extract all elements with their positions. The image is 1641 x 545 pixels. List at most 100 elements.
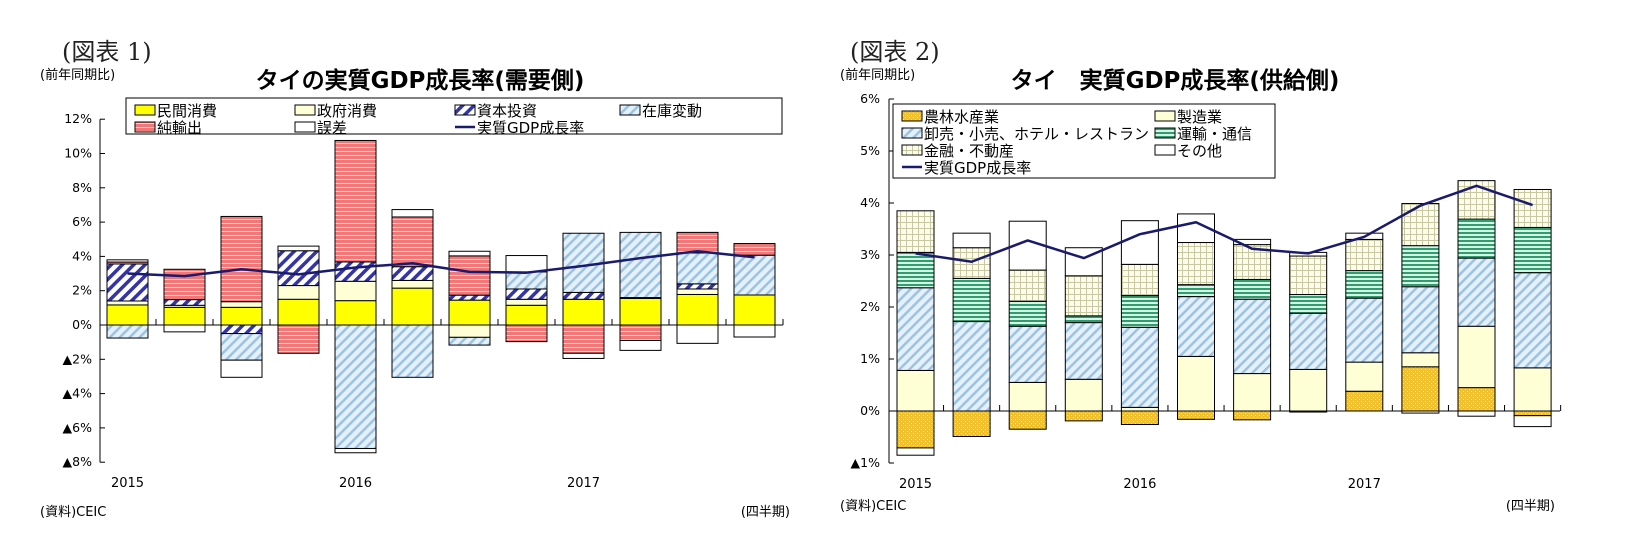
legend-item: 卸売・小売、ホテル・レストラン: [901, 125, 1149, 143]
legend-item: 資本投資: [454, 102, 537, 120]
y-axis-unit-label: (前年同期比): [840, 67, 915, 83]
bar-segment: [391, 287, 434, 326]
legend-swatch: [901, 127, 923, 139]
bar-segment: [505, 255, 548, 273]
bar-segment: [896, 251, 935, 289]
bar-segment: [1177, 284, 1215, 298]
bar-segment: [896, 369, 935, 412]
bar-segment: [334, 300, 377, 326]
bar-group-2017Q2: [619, 231, 662, 351]
legend-swatch: [619, 104, 641, 116]
bar-segment: [220, 215, 263, 303]
bar-group-2017Q1: [1345, 232, 1384, 412]
y-tick-label: 2%: [860, 299, 880, 314]
y-tick-label: 8%: [72, 180, 92, 195]
legend-box: [125, 97, 783, 135]
bar-segment: [952, 321, 991, 412]
y-tick-label: 1%: [860, 351, 880, 366]
x-year-label: 2016: [1123, 477, 1156, 492]
bar-group-2015Q3: [1008, 220, 1047, 430]
bar-segment: [896, 210, 935, 253]
bar-segment: [1345, 270, 1384, 299]
y-tick-label: 6%: [72, 214, 92, 229]
bar-segment: [1177, 355, 1215, 412]
bar-segment: [562, 324, 605, 354]
bar-segment: [1064, 322, 1103, 380]
bar-segment: [952, 277, 991, 323]
bar-segment: [277, 250, 320, 287]
bar-segment: [391, 279, 434, 289]
bar-segment: [952, 247, 991, 279]
x-axis-unit-label: (四半期): [1506, 499, 1555, 514]
bar-segment: [676, 283, 719, 290]
source-note: (資料)CEIC: [40, 505, 106, 520]
legend-item: 誤差: [294, 119, 347, 137]
bar-segment: [676, 231, 719, 254]
legend-item: 政府消費: [294, 102, 377, 120]
y-tick-label: ▲1%: [851, 455, 881, 470]
bar-segment: [1177, 296, 1215, 357]
bar-segment: [220, 359, 263, 378]
bar-segment: [1120, 326, 1159, 408]
y-tick-label: ▲6%: [63, 420, 93, 435]
bar-segment: [277, 245, 320, 252]
bar-segment: [1457, 325, 1496, 389]
legend-item: 純輸出: [134, 119, 202, 137]
bar-segment: [1177, 410, 1215, 420]
y-tick-label: 0%: [72, 317, 92, 332]
bar-segment: [106, 263, 149, 302]
bar-segment: [1345, 361, 1384, 392]
legend-swatch: [294, 121, 316, 133]
bar-segment: [1008, 410, 1047, 430]
bar-segment: [391, 209, 434, 218]
legend-item: 製造業: [1154, 108, 1222, 126]
legend-swatch: [294, 104, 316, 116]
bar-segment: [1233, 278, 1272, 300]
bar-segment: [676, 293, 719, 326]
bar-segment: [1345, 297, 1384, 363]
bar-segment: [619, 339, 662, 351]
y-tick-label: 2%: [72, 283, 92, 298]
gdp-growth-line: [915, 184, 1534, 264]
bar-group-2017Q3: [676, 231, 719, 344]
x-axis-unit-label: (四半期): [741, 505, 790, 520]
bar-segment: [505, 298, 548, 306]
bar-segment: [1064, 275, 1103, 317]
bar-segment: [676, 288, 719, 295]
bar-segment: [220, 301, 263, 308]
y-tick-label: 5%: [860, 143, 880, 158]
bar-segment: [391, 216, 434, 268]
legend-label: 実質GDP成長率: [477, 119, 584, 137]
y-tick-label: ▲8%: [63, 454, 93, 469]
legend-item: 農林水産業: [901, 108, 999, 126]
bar-segment: [896, 447, 935, 456]
bar-segment: [1457, 387, 1496, 412]
bar-group-2015Q4: [1064, 247, 1103, 422]
bar-segment: [1064, 315, 1103, 324]
y-tick-label: 12%: [64, 111, 92, 126]
bar-segment: [1457, 257, 1496, 327]
legend-label: 運輸・通信: [1177, 125, 1252, 143]
bar-segment: [334, 447, 377, 454]
bar-segment: [1513, 272, 1552, 369]
bar-segment: [1457, 410, 1496, 417]
y-tick-label: 4%: [860, 195, 880, 210]
bar-segment: [163, 306, 206, 326]
bar-segment: [1401, 203, 1440, 247]
legend-swatch: [1154, 127, 1176, 139]
bar-group-2015Q2: [163, 268, 206, 333]
bar-segment: [505, 288, 548, 300]
bar-group-2015Q1: [106, 259, 149, 339]
bar-segment: [733, 324, 776, 338]
bar-segment: [733, 243, 776, 256]
legend-item: 民間消費: [134, 102, 217, 120]
bar-segment: [562, 298, 605, 326]
legend-swatch: [901, 144, 923, 156]
bar-segment: [562, 352, 605, 359]
y-tick-label: ▲4%: [63, 386, 93, 401]
bar-segment: [334, 324, 377, 449]
chart-supply-side: タイ 実質GDP成長率(供給側) (前年同期比) (資料)CEIC (四半期) 6% 5%…: [840, 67, 1562, 514]
bar-segment: [619, 324, 662, 341]
bar-group-2016Q4: [505, 255, 548, 343]
